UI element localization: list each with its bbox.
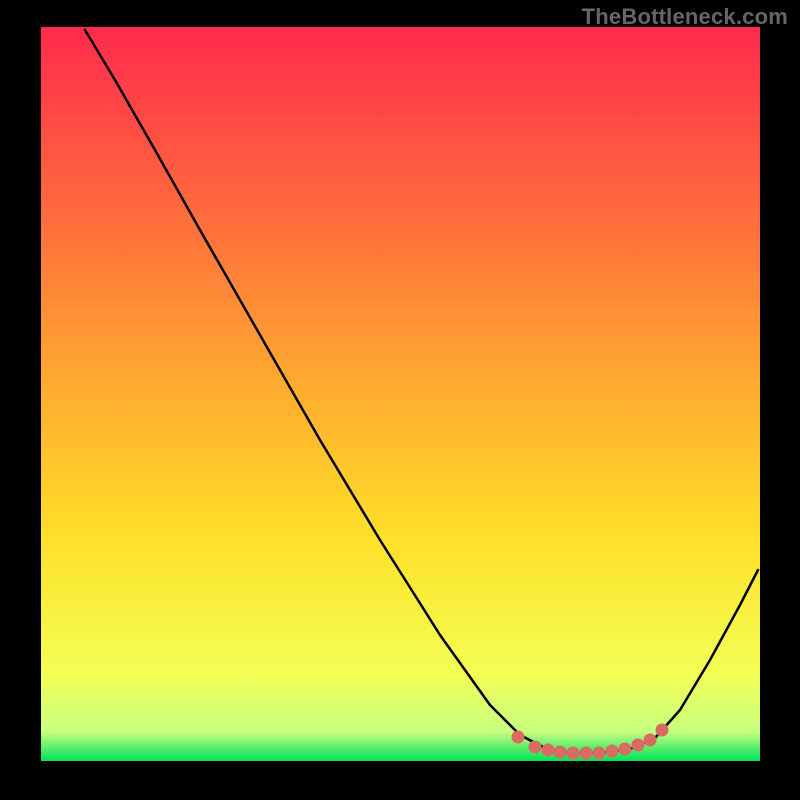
chart-root: { "watermark": { "text": "TheBottleneck.… (0, 0, 800, 800)
watermark: TheBottleneck.com (582, 4, 788, 30)
gradient-background (41, 27, 760, 761)
